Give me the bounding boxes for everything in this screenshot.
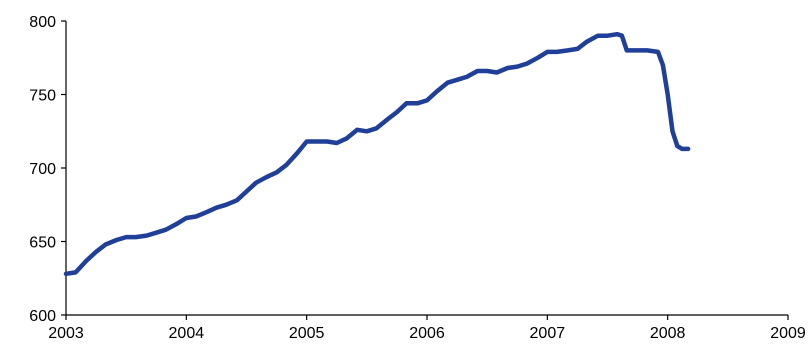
x-tick-label: 2005 [289, 325, 325, 342]
x-tick-label: 2004 [169, 325, 205, 342]
y-tick-label: 800 [29, 14, 56, 31]
y-tick-label: 750 [29, 88, 56, 105]
y-tick-label: 650 [29, 235, 56, 252]
plot-area [63, 31, 691, 277]
x-tick-label: 2007 [530, 325, 566, 342]
y-tick-label: 600 [29, 308, 56, 325]
series-line [63, 31, 691, 277]
x-tick-label: 2006 [409, 325, 445, 342]
y-tick-label: 700 [29, 161, 56, 178]
x-tick-label: 2009 [770, 325, 806, 342]
x-axis: 2003 2004 2005 2006 2007 2008 2009 [48, 314, 806, 342]
x-tick-label: 2008 [650, 325, 686, 342]
x-tick-label: 2003 [48, 325, 84, 342]
y-axis: 600 650 700 750 800 [29, 14, 67, 325]
